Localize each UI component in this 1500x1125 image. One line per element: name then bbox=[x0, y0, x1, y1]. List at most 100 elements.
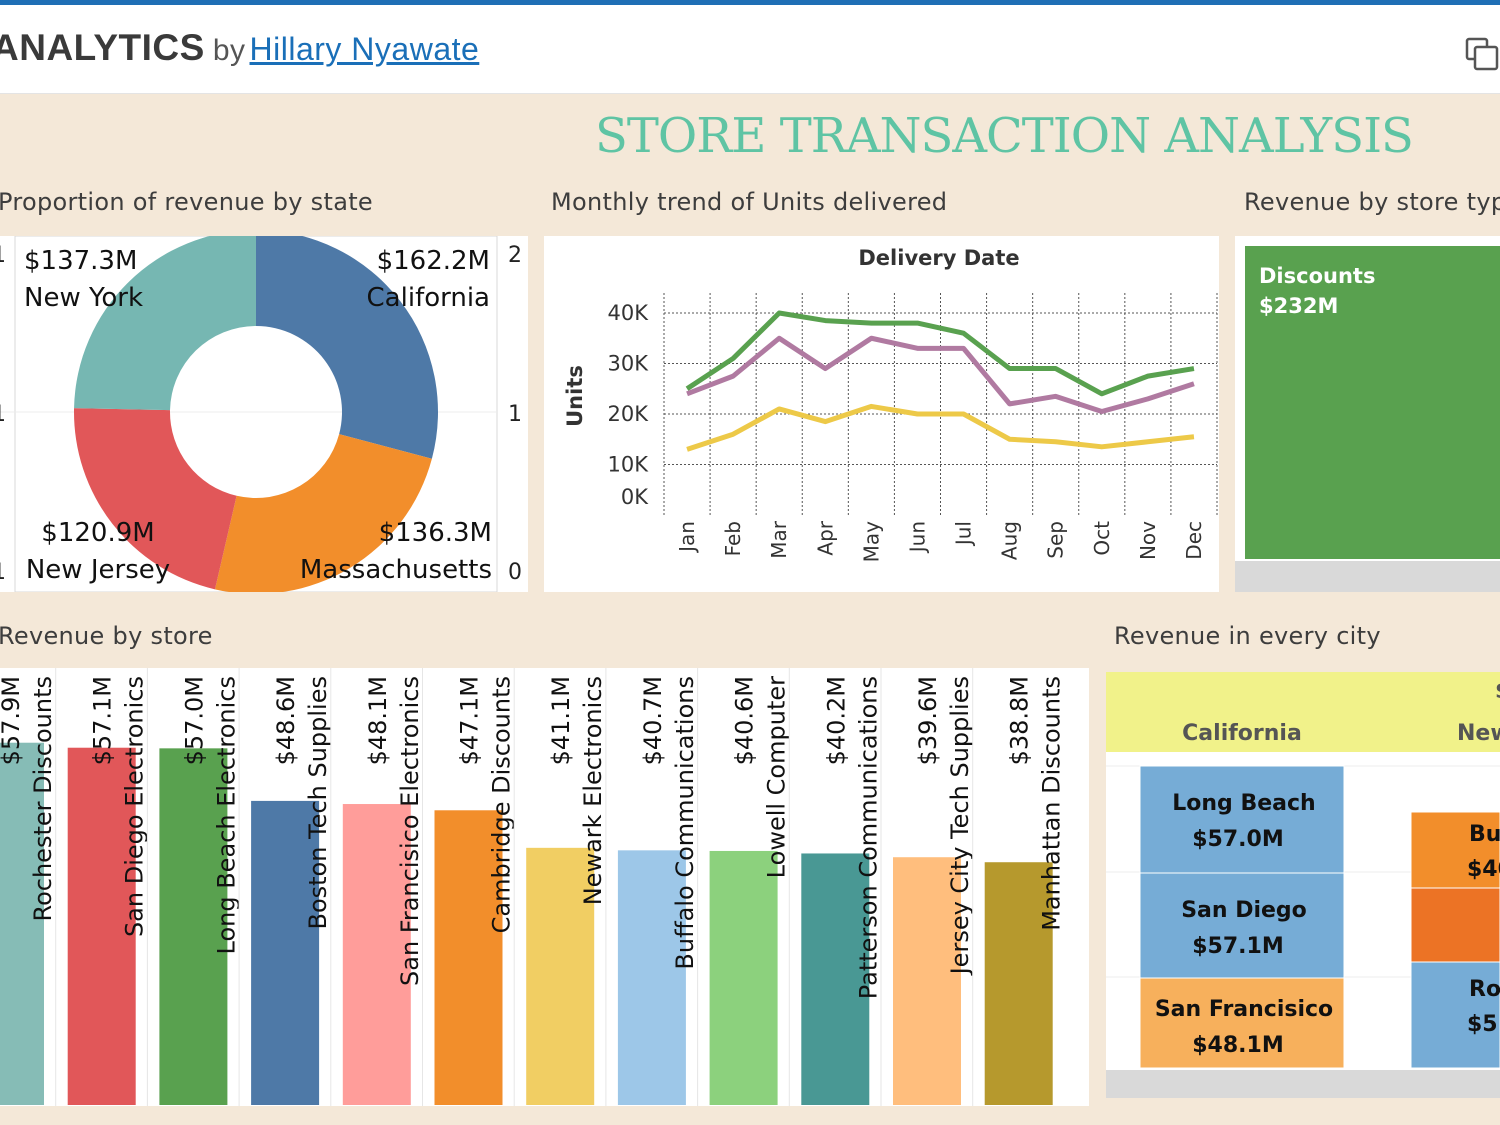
bar-value-label: $40.6M bbox=[731, 676, 759, 765]
line-y-tick: 0K bbox=[621, 485, 649, 509]
city-cell-label: Long Beach bbox=[1172, 791, 1315, 816]
bar bbox=[0, 742, 44, 1105]
store-type-treemap: Discounts $232M bbox=[1235, 246, 1500, 592]
bar-category-label: Patterson Communications bbox=[854, 676, 882, 999]
header: ANALYTICS by Hillary Nyawate bbox=[0, 5, 1500, 94]
city-cell-label: Roc bbox=[1469, 977, 1500, 1002]
bar-category-label: San Diego Electronics bbox=[121, 676, 149, 937]
bar-value-label: $39.6M bbox=[914, 676, 942, 765]
bar-value-label: $57.0M bbox=[180, 676, 208, 765]
line-x-tick: Mar bbox=[767, 520, 791, 559]
pie-slice bbox=[214, 434, 432, 592]
bar bbox=[893, 857, 961, 1105]
bar-value-label: $48.1M bbox=[364, 676, 392, 765]
city-cell-value: $57.1M bbox=[1192, 934, 1283, 959]
line-x-tick: Jul bbox=[952, 521, 976, 547]
city-cell-value: $5 bbox=[1467, 1012, 1498, 1037]
city-header-fragment: $ bbox=[1495, 679, 1500, 704]
store-type-value: $232M bbox=[1259, 294, 1338, 318]
pie-axis-tick-right: 1 bbox=[508, 402, 522, 427]
store-type-section-title: Revenue by store typ bbox=[1244, 188, 1500, 216]
line-series bbox=[686, 335, 1195, 414]
city-cell-label: San Diego bbox=[1181, 898, 1307, 923]
bar bbox=[801, 853, 870, 1105]
bar-category-label: Boston Tech Supplies bbox=[304, 676, 332, 930]
pie-plot-frame bbox=[14, 236, 498, 592]
bar-value-label: $47.1M bbox=[456, 676, 484, 765]
bar bbox=[251, 800, 320, 1105]
pie-axis-tick-right: 0 bbox=[508, 560, 522, 585]
city-cell-value: $40 bbox=[1467, 857, 1500, 882]
city-group-label: California bbox=[1182, 721, 1302, 746]
pie-axis-tick-left: 1 bbox=[0, 560, 6, 585]
pie-slice bbox=[74, 236, 256, 411]
page-title: ANALYTICS by Hillary Nyawate bbox=[0, 27, 479, 69]
bar-value-label: $48.6M bbox=[272, 676, 300, 765]
line-chart-title: Delivery Date bbox=[858, 246, 1019, 270]
bar bbox=[67, 747, 136, 1105]
line-x-tick: Jan bbox=[675, 521, 699, 554]
line-series bbox=[685, 310, 1195, 397]
city-cell bbox=[1410, 811, 1500, 889]
line-x-tick: May bbox=[859, 521, 883, 563]
city-cell-value: $57.0M bbox=[1192, 827, 1283, 852]
pie-value-label: $136.3M bbox=[379, 518, 492, 548]
city-group-label: New bbox=[1457, 721, 1500, 746]
bar-category-label: Long Beach Electronics bbox=[212, 676, 240, 954]
bar-chart-panel: $57.9M Rochester Discounts $57.1M San Diego… bbox=[0, 668, 1089, 1106]
pie-slice bbox=[74, 408, 237, 590]
line-x-tick: Oct bbox=[1090, 521, 1114, 556]
author-link[interactable]: Hillary Nyawate bbox=[249, 31, 480, 67]
line-chart-ylabel: Units bbox=[563, 365, 587, 427]
pie-value-label: $137.3M bbox=[24, 246, 137, 276]
city-section-title: Revenue in every city bbox=[1114, 622, 1381, 650]
copy-icon[interactable] bbox=[1463, 35, 1499, 71]
pie-slice bbox=[256, 236, 438, 459]
pie-value-label: $162.2M bbox=[377, 246, 490, 276]
line-x-tick: Jun bbox=[905, 521, 929, 554]
bar-category-label: Rochester Discounts bbox=[29, 676, 57, 922]
city-cell bbox=[1410, 887, 1500, 963]
pie-chart-panel: $162.2M California $136.3M Massachusetts $12… bbox=[0, 236, 528, 592]
store-type-panel: Discounts $232M bbox=[1235, 236, 1500, 592]
pie-category-label: California bbox=[367, 283, 490, 313]
city-scrollbar bbox=[1106, 1070, 1500, 1098]
city-treemap: California New $ Long Beach $57.0M San Diego $… bbox=[1106, 672, 1500, 1098]
bar-value-label: $57.1M bbox=[89, 676, 117, 765]
pie-category-label: New York bbox=[24, 283, 143, 313]
bar-category-label: San Francisico Electronics bbox=[396, 676, 424, 986]
line-x-tick: Apr bbox=[813, 520, 837, 555]
bar bbox=[342, 804, 411, 1105]
bar-category-label: Cambridge Discounts bbox=[488, 676, 516, 933]
bar-chart: $57.9M Rochester Discounts $57.1M San Diego… bbox=[0, 668, 1066, 1106]
city-cell bbox=[1139, 977, 1345, 1069]
bar-value-label: $40.2M bbox=[822, 676, 850, 765]
pie-axis-tick-left: 1 bbox=[0, 402, 6, 427]
city-cell-label: San Francisico bbox=[1155, 997, 1333, 1022]
bar-category-label: Jersey City Tech Supplies bbox=[946, 676, 974, 976]
pie-category-label: New Jersey bbox=[26, 555, 170, 585]
store-type-rect bbox=[1245, 246, 1500, 559]
pie-value-label: $120.9M bbox=[41, 518, 154, 548]
city-cell-label: Bu bbox=[1469, 822, 1500, 847]
bar-value-label: $57.9M bbox=[0, 676, 25, 765]
city-cell bbox=[1410, 961, 1500, 1069]
bar-value-label: $41.1M bbox=[547, 676, 575, 765]
line-chart: Delivery Date Units 40K 30K 20K 10K 0K Jan Feb Ma… bbox=[563, 246, 1218, 563]
dashboard-title: STORE TRANSACTION ANALYSIS bbox=[595, 108, 1414, 164]
store-section-title: Revenue by store bbox=[0, 622, 213, 650]
top-accent-bar bbox=[0, 0, 1500, 5]
line-chart-panel: Delivery Date Units 40K 30K 20K 10K 0K Jan Feb Ma… bbox=[544, 236, 1219, 592]
line-x-tick: Feb bbox=[721, 521, 745, 556]
pie-category-label: Massachusetts bbox=[300, 555, 492, 585]
store-type-label: Discounts bbox=[1259, 264, 1375, 288]
pie-section-title: Proportion of revenue by state bbox=[0, 188, 373, 216]
line-section-title: Monthly trend of Units delivered bbox=[551, 188, 948, 216]
bar bbox=[617, 850, 686, 1105]
bar bbox=[709, 850, 778, 1105]
city-cell-value: $48.1M bbox=[1192, 1033, 1283, 1058]
pie-axis-tick-right: 2 bbox=[508, 243, 522, 268]
line-y-tick: 10K bbox=[608, 453, 650, 477]
app-title: ANALYTICS bbox=[0, 27, 205, 68]
city-header-band bbox=[1106, 672, 1500, 752]
